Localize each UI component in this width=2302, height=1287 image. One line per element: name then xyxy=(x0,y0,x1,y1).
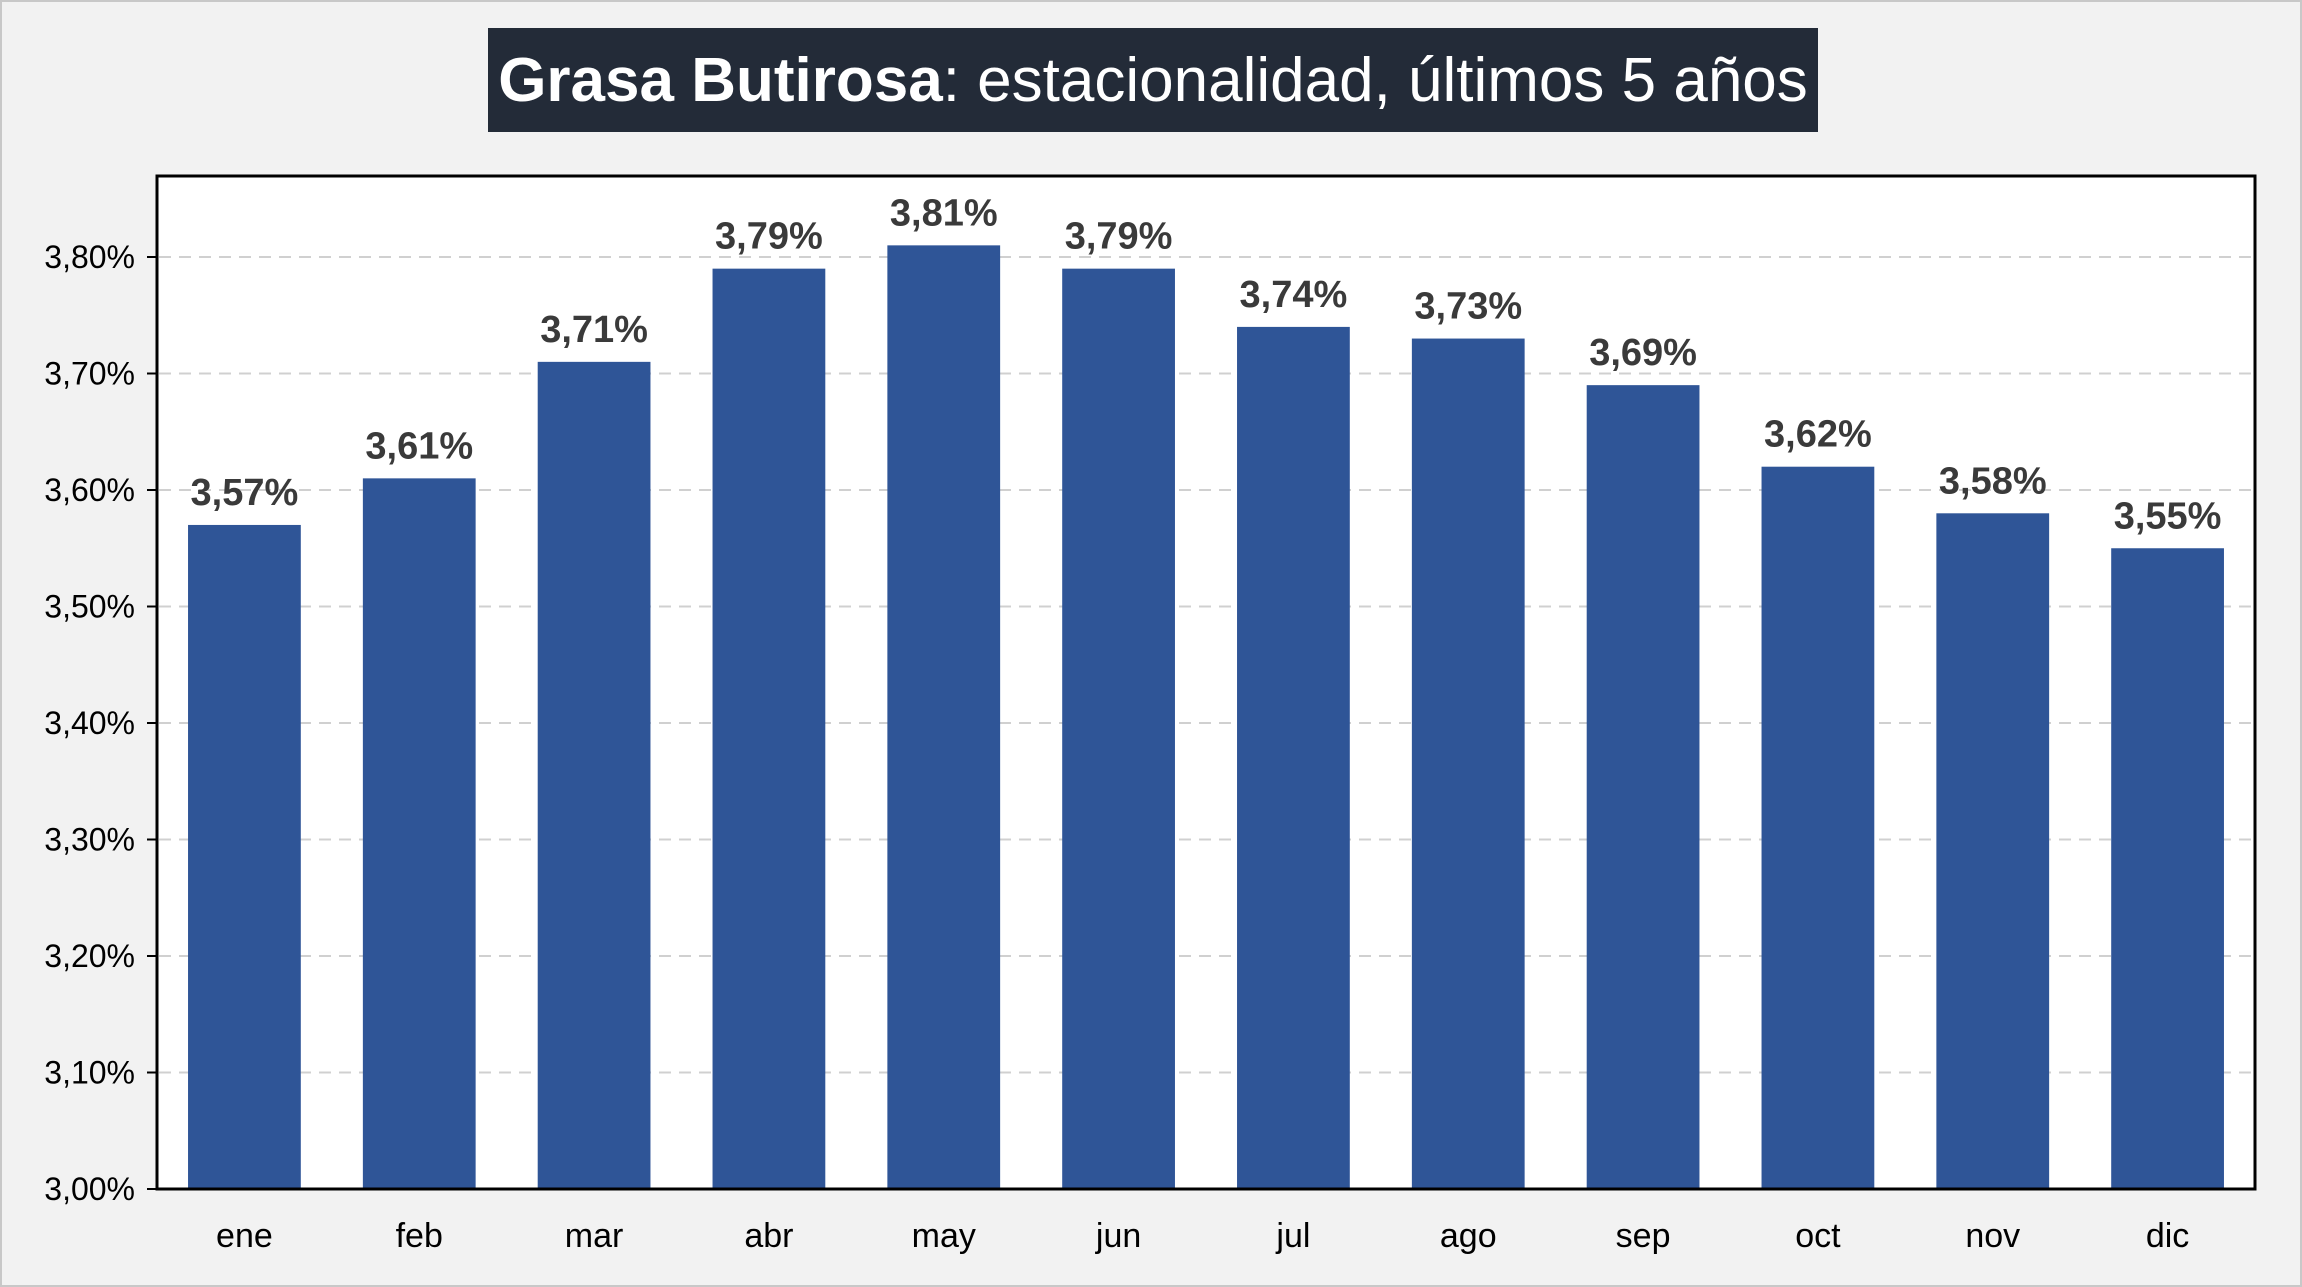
x-tick-label: jul xyxy=(1275,1217,1310,1255)
y-tick-label: 3,80% xyxy=(44,239,135,275)
bar xyxy=(188,524,301,1189)
x-tick-label: oct xyxy=(1795,1217,1841,1255)
bar xyxy=(362,478,476,1190)
x-tick-label: abr xyxy=(744,1217,793,1255)
bar xyxy=(1761,466,1875,1189)
data-label: 3,79% xyxy=(1065,216,1173,258)
chart-subtitle: : estacionalidad, últimos 5 años xyxy=(942,45,1808,115)
bar xyxy=(1586,385,1700,1189)
x-tick-label: feb xyxy=(396,1217,443,1255)
bar xyxy=(1411,338,1525,1189)
x-tick-label: jun xyxy=(1095,1217,1141,1255)
data-label: 3,81% xyxy=(890,192,998,234)
data-label: 3,69% xyxy=(1589,332,1697,374)
data-label: 3,79% xyxy=(715,216,823,258)
bar xyxy=(537,361,651,1190)
bar xyxy=(1062,268,1175,1189)
y-tick-label: 3,00% xyxy=(44,1171,135,1207)
bar xyxy=(887,245,1001,1190)
x-tick-label: ago xyxy=(1440,1217,1497,1255)
plot-area xyxy=(155,174,2257,1191)
data-label: 3,74% xyxy=(1240,274,1348,316)
chart-title: Grasa Butirosa xyxy=(498,45,943,115)
y-tick-label: 3,40% xyxy=(44,705,135,741)
x-tick-label: sep xyxy=(1616,1217,1671,1255)
data-label: 3,58% xyxy=(1939,460,2047,502)
data-label: 3,71% xyxy=(540,309,648,351)
y-tick-label: 3,20% xyxy=(44,938,135,974)
x-tick-label: may xyxy=(912,1217,976,1255)
y-tick-label: 3,10% xyxy=(44,1055,135,1091)
data-label: 3,57% xyxy=(191,472,299,514)
data-label: 3,61% xyxy=(365,425,473,467)
x-tick-label: dic xyxy=(2146,1217,2189,1255)
x-tick-label: ene xyxy=(216,1217,273,1255)
bar xyxy=(2111,548,2224,1189)
data-label: 3,73% xyxy=(1414,286,1522,328)
y-tick-label: 3,50% xyxy=(44,589,135,625)
data-label: 3,55% xyxy=(2114,495,2222,537)
data-label: 3,62% xyxy=(1764,414,1872,456)
chart-title-box: Grasa Butirosa: estacionalidad, últimos … xyxy=(488,28,1818,132)
y-tick-label: 3,30% xyxy=(44,822,135,858)
y-tick-label: 3,70% xyxy=(44,356,135,392)
bar xyxy=(712,268,826,1189)
x-tick-label: nov xyxy=(1965,1217,2020,1255)
y-tick-label: 3,60% xyxy=(44,472,135,508)
x-tick-label: mar xyxy=(565,1217,624,1255)
bar xyxy=(1936,513,2050,1189)
bar xyxy=(1237,326,1350,1189)
